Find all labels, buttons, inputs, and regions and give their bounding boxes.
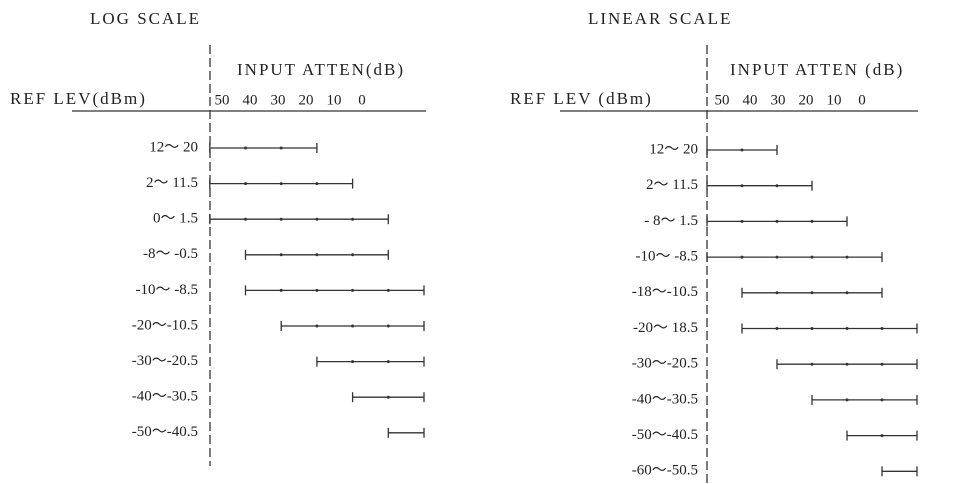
row-label: -40～-30.5: [132, 389, 198, 405]
tick-label: 30: [271, 92, 286, 108]
ref-label: REF LEV (dBm): [510, 89, 653, 108]
range-dot: [386, 324, 390, 328]
row-label: -10～ -8.5: [636, 249, 699, 265]
range-dot: [244, 182, 247, 186]
tick-label: 20: [799, 92, 814, 108]
range-dot: [810, 327, 814, 330]
range-dot: [315, 182, 319, 186]
row-label: 0～ 1.5: [153, 211, 198, 227]
range-dot: [845, 255, 849, 259]
range-dot: [775, 291, 779, 295]
range-dot: [880, 434, 884, 438]
row-label: -40～-30.5: [632, 391, 698, 407]
range-dot: [775, 219, 779, 223]
range-dot: [845, 362, 849, 366]
row-label: -50～-40.5: [632, 427, 698, 443]
tick-label: 0: [858, 92, 866, 108]
row-label: 2～ 11.5: [646, 177, 698, 193]
range-dot: [351, 288, 355, 292]
range-dot: [880, 327, 884, 330]
range-dot: [315, 253, 319, 257]
range-dot: [845, 327, 849, 330]
panel-title: LINEAR SCALE: [588, 9, 732, 28]
range-dot: [810, 255, 814, 259]
atten-label: INPUT ATTEN (dB): [730, 60, 904, 79]
row-label: -60～-50.5: [632, 463, 698, 479]
range-dot: [810, 362, 814, 366]
range-dot: [351, 324, 355, 328]
range-dot: [845, 398, 849, 402]
atten-label: INPUT ATTEN(dB): [237, 60, 405, 79]
range-dot: [315, 288, 319, 292]
range-dot: [351, 360, 355, 364]
row-label: 12～ 20: [649, 141, 698, 157]
range-dot: [810, 291, 814, 295]
tick-label: 40: [243, 92, 258, 108]
tick-label: 10: [327, 92, 342, 108]
range-dot: [279, 253, 283, 257]
range-dot: [880, 398, 884, 402]
tick-label: 50: [215, 92, 230, 108]
row-label: -10～ -8.5: [136, 282, 199, 298]
range-dot: [315, 324, 319, 328]
row-label: -20～-10.5: [132, 317, 198, 333]
tick-label: 0: [358, 92, 366, 108]
range-dot: [775, 327, 779, 330]
range-dot: [244, 146, 247, 150]
row-label: -30～-20.5: [132, 353, 198, 369]
ref-label: REF LEV(dBm): [10, 89, 147, 108]
row-label: 2～ 11.5: [146, 175, 198, 191]
tick-label: 30: [771, 92, 786, 108]
range-dot: [740, 219, 744, 223]
tick-label: 50: [715, 92, 730, 108]
range-dot: [279, 217, 283, 221]
range-dot: [244, 217, 247, 221]
tick-label: 10: [827, 92, 842, 108]
range-dot: [279, 288, 283, 292]
range-dot: [351, 217, 355, 221]
row-label: 12～ 20: [149, 139, 198, 155]
tick-label: 40: [743, 92, 758, 108]
range-dot: [386, 360, 390, 364]
range-dot: [845, 291, 849, 295]
row-label: -20～ 18.5: [633, 320, 698, 336]
row-label: -18～-10.5: [632, 284, 698, 300]
row-label: - 8～ 1.5: [644, 213, 698, 229]
range-dot: [351, 253, 355, 257]
range-dot: [279, 146, 283, 150]
range-dot: [315, 217, 319, 221]
tick-label: 20: [299, 92, 314, 108]
range-dot: [279, 182, 283, 186]
row-label: -30～-20.5: [632, 356, 698, 372]
range-dot: [386, 288, 390, 292]
range-dot: [740, 148, 744, 152]
panel-title: LOG SCALE: [90, 9, 201, 28]
range-dot: [880, 362, 884, 366]
range-dot: [386, 395, 390, 399]
range-dot: [740, 184, 744, 188]
row-label: -50～-40.5: [132, 424, 198, 440]
range-dot: [775, 184, 779, 188]
range-dot: [810, 219, 814, 223]
row-label: -8～ -0.5: [143, 246, 198, 262]
range-dot: [775, 255, 779, 259]
range-dot: [740, 255, 744, 259]
